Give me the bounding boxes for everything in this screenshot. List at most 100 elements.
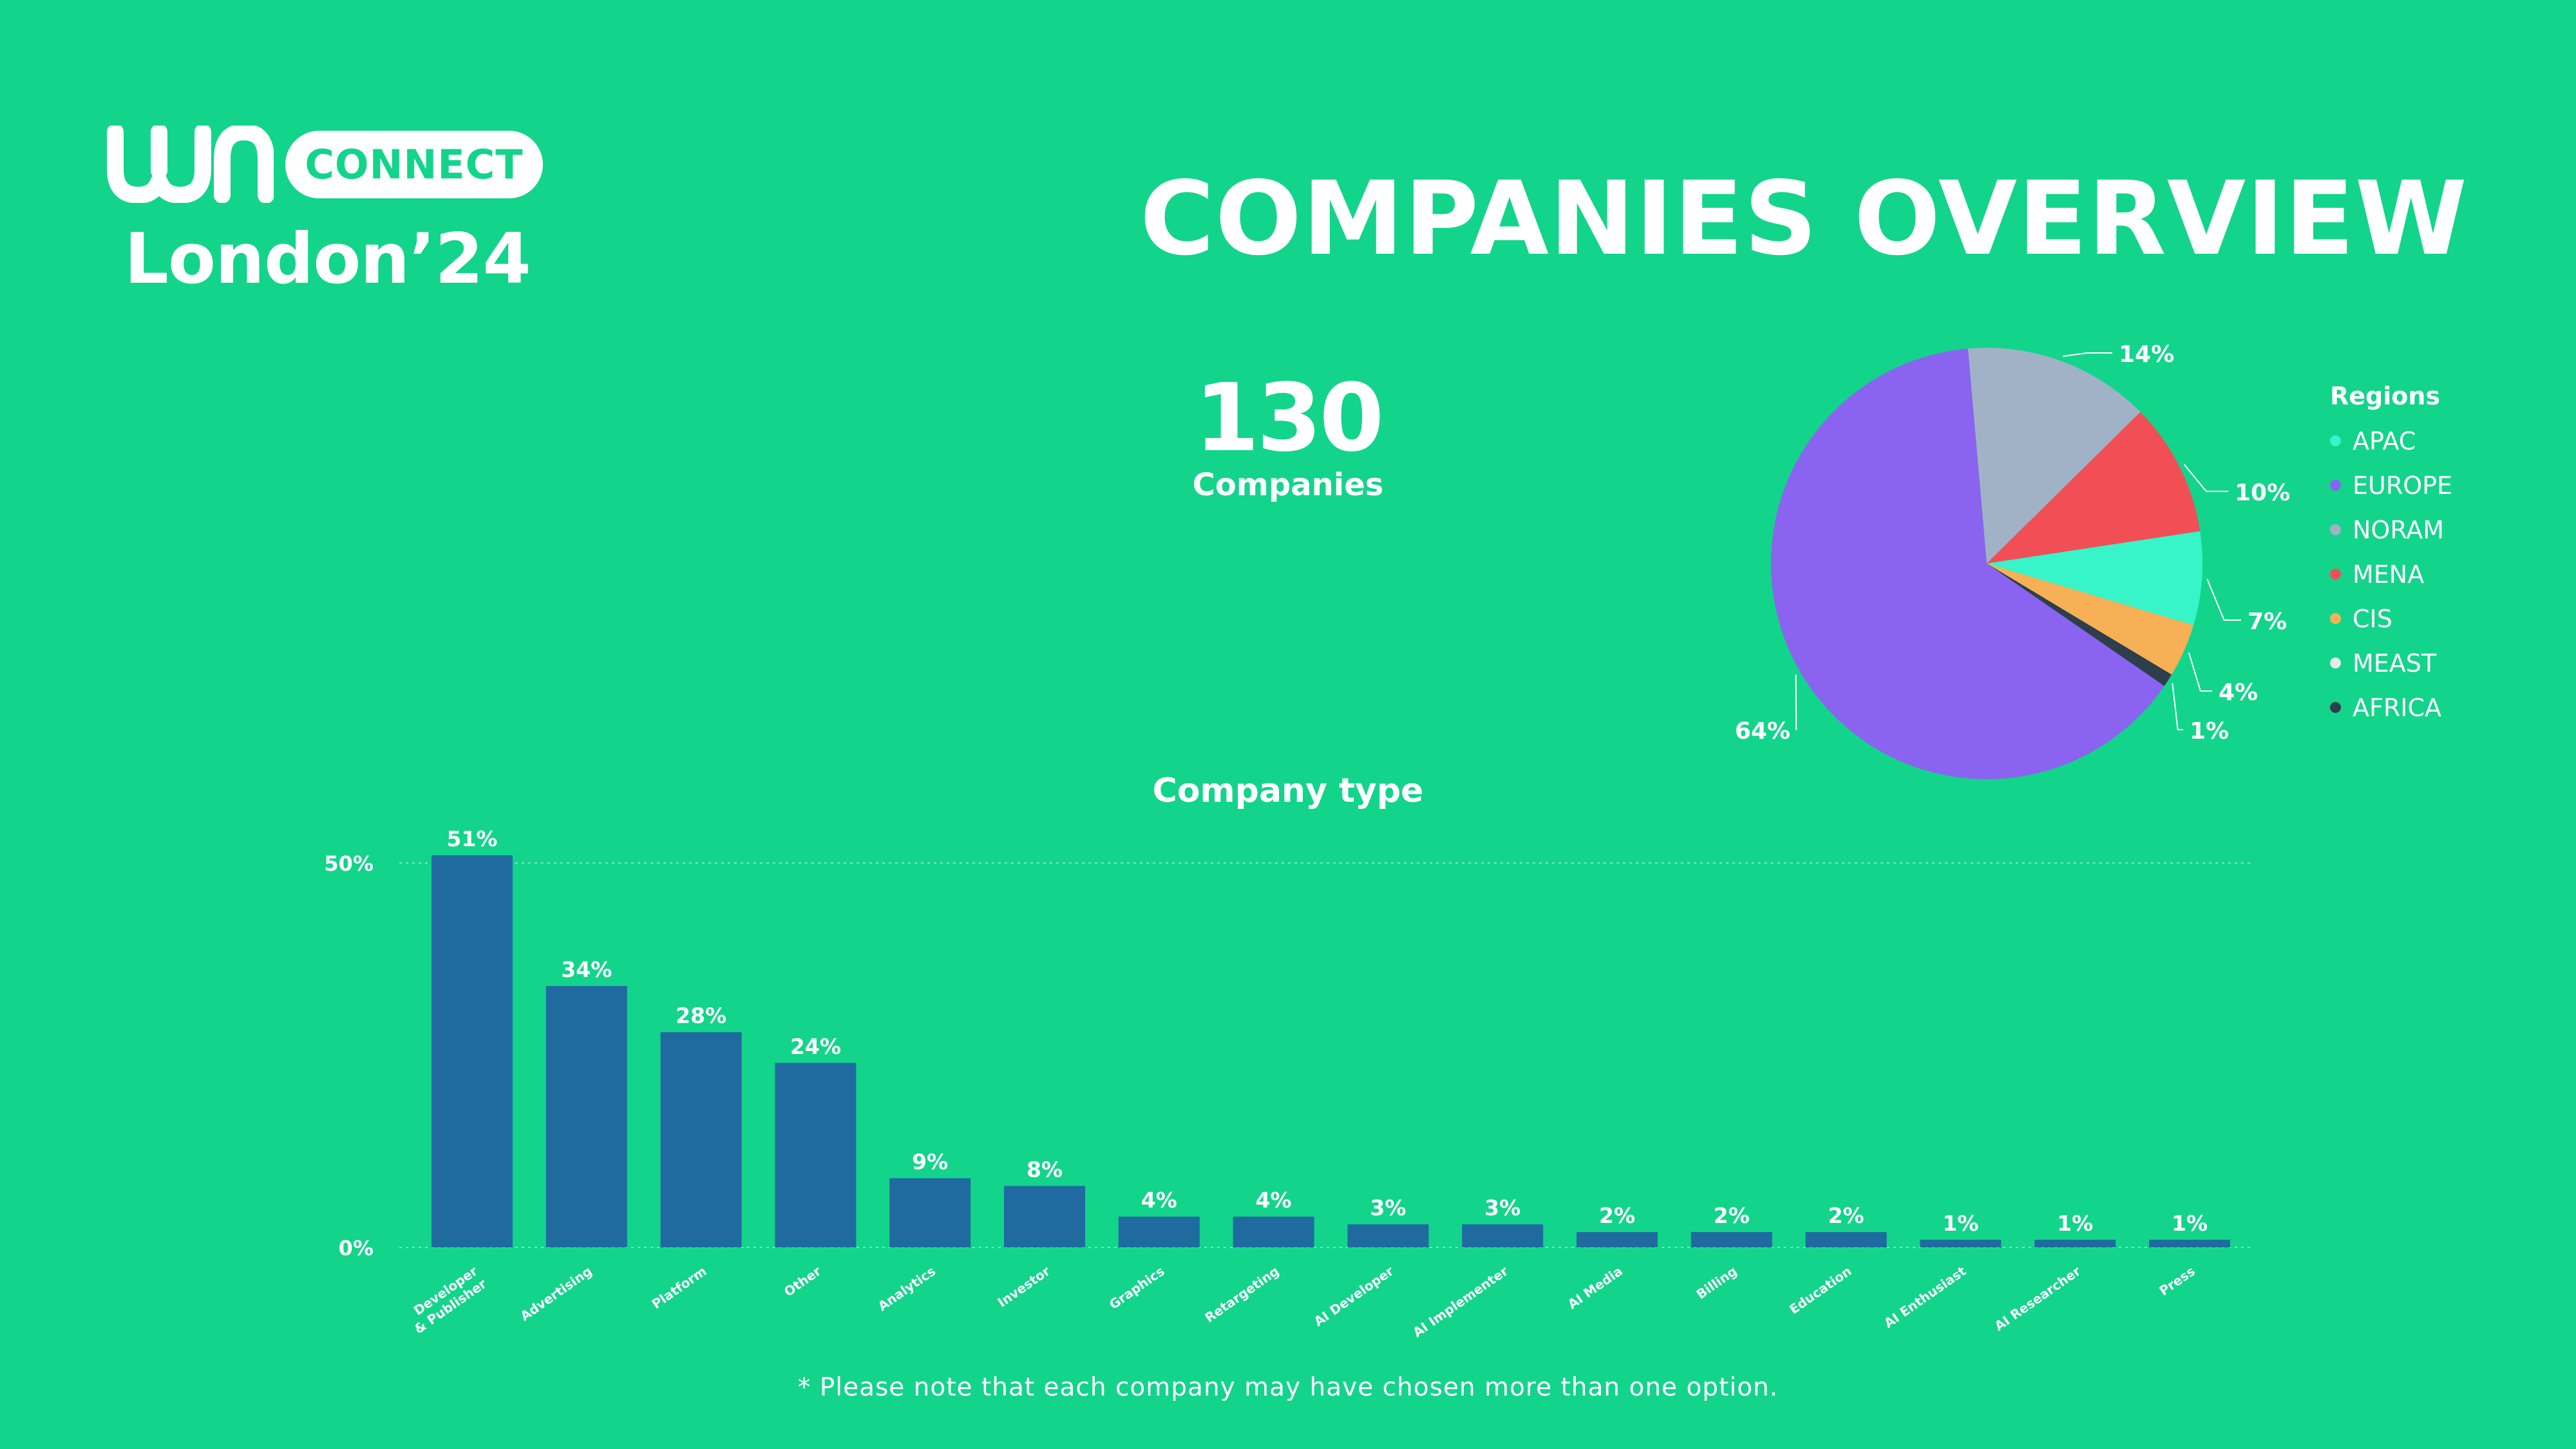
legend-label: MENA [2353,560,2425,589]
company-type-bars: 0% 50% 51% Developer& Publisher 34% Advertisi… [324,826,2254,1340]
footnote: * Please note that each company may have… [797,1373,1779,1402]
x-tick-label: Press [2156,1263,2197,1298]
pie-label-mena: 10% [2235,480,2290,506]
bar-value-label: 1% [1942,1211,1978,1236]
legend-item-africa: AFRICA [2330,685,2549,730]
pie-label-africa: 1% [2190,718,2229,744]
x-tick-label: AI Enthusiast [1881,1263,1969,1331]
regions-legend: Regions APAC EUROPE NORAM MENA CIS MEAST AFRIC… [2330,380,2549,730]
companies-count: 130 [1194,364,1385,473]
bar [1805,1232,1887,1247]
x-tick-label: Retargeting [1202,1263,1282,1325]
pie-label-apac: 7% [2248,609,2287,635]
bar [660,1032,742,1247]
x-tick-label: AI Developer [1311,1263,1397,1329]
pie-leader-mena [2183,464,2228,492]
x-tick-label: AI Media [1565,1263,1625,1312]
bar-value-label: 3% [1484,1195,1520,1220]
x-tick-label: AI Researcher [1992,1263,2084,1334]
bar-value-label: 4% [1256,1188,1292,1213]
regions-pie: 14% 10% 7% 4% 1% 64% [1735,341,2290,779]
bar-value-label: 1% [2057,1211,2093,1236]
bar-value-label: 24% [790,1034,841,1059]
legend-label: AFRICA [2353,693,2441,722]
companies-label: Companies [1192,467,1384,503]
pie-slice-europe [1771,348,2164,779]
bar [545,986,627,1247]
x-tick-label: Developer& Publisher [402,1263,489,1336]
pie-leader-europe [1795,674,1797,730]
legend-label: NORAM [2353,515,2444,544]
pie-label-europe: 64% [1735,718,1790,744]
legend-swatch [2330,569,2341,580]
bar-value-label: 1% [2172,1211,2208,1236]
x-tick-label: Platform [649,1263,710,1312]
x-tick-label: Education [1786,1263,1854,1317]
pie-leader-cis [2188,652,2212,692]
pie-slice-africa [1987,564,2172,687]
legend-item-cis: CIS [2330,596,2549,641]
x-tick-label: Other [781,1263,824,1300]
x-tick-label: Advertising [517,1263,594,1323]
pie-label-noram: 14% [2119,341,2174,368]
legend-label: CIS [2353,604,2392,633]
bar-value-label: 2% [1828,1203,1864,1228]
bar-value-label: 2% [1714,1203,1750,1228]
connect-label: CONNECT [305,141,524,188]
bar [2034,1240,2116,1247]
wn-logo-mark: WN [107,126,274,203]
legend-swatch [2330,613,2341,624]
legend-item-meast: MEAST [2330,641,2549,685]
x-tick-label: Billing [1694,1263,1740,1302]
x-tick-label: Investor [995,1263,1053,1310]
event-subtitle: London’24 [124,219,531,299]
x-tick-label: Graphics [1106,1263,1168,1312]
bar [889,1178,971,1247]
pie-leader-apac [2206,578,2241,621]
bar [775,1063,857,1247]
bar-value-label: 51% [447,826,498,851]
legend-title: Regions [2330,382,2441,410]
legend-swatch [2330,702,2341,713]
bar [1233,1217,1314,1247]
bar [431,855,513,1247]
pie-slice-apac [1987,531,2202,625]
bar [1577,1232,1658,1247]
bar-value-label: 2% [1599,1203,1635,1228]
bar [1690,1232,1772,1247]
page-title: COMPANIES OVERVIEW [1139,160,2468,278]
legend-item-apac: APAC [2330,419,2549,463]
bar-value-label: 4% [1141,1188,1177,1213]
bar [1118,1217,1200,1247]
pie-leader-noram [2063,352,2112,357]
y-tick-label: 0% [339,1236,374,1260]
pie-slice-cis [1987,564,2194,675]
legend-label: MEAST [2353,649,2437,677]
bar-value-label: 8% [1027,1157,1063,1182]
bar [2149,1240,2230,1247]
legend-item-noram: NORAM [2330,507,2549,552]
bar [1462,1224,1544,1247]
bar [1920,1240,2002,1247]
connect-pill: CONNECT [285,131,543,198]
y-tick-label: 50% [324,851,374,876]
bar-chart-title: Company type [1152,772,1424,810]
pie-leader-africa [2172,683,2183,730]
bar [1004,1186,1085,1247]
pie-slice-mena [1987,412,2201,564]
legend-swatch [2330,658,2341,668]
pie-slice-noram [1967,348,2141,564]
legend-item-europe: EUROPE [2330,463,2549,507]
bar-value-label: 34% [561,957,612,982]
legend-item-mena: MENA [2330,552,2549,596]
x-tick-label: Analytics [875,1263,938,1314]
bar [1347,1224,1429,1247]
legend-swatch [2330,480,2341,491]
legend-label: EUROPE [2353,471,2453,500]
bar-value-label: 9% [912,1150,948,1175]
legend-swatch [2330,524,2341,535]
legend-label: APAC [2353,426,2416,455]
brand-logo: WN CONNECT London’24 [106,126,557,306]
legend-swatch [2330,435,2341,446]
